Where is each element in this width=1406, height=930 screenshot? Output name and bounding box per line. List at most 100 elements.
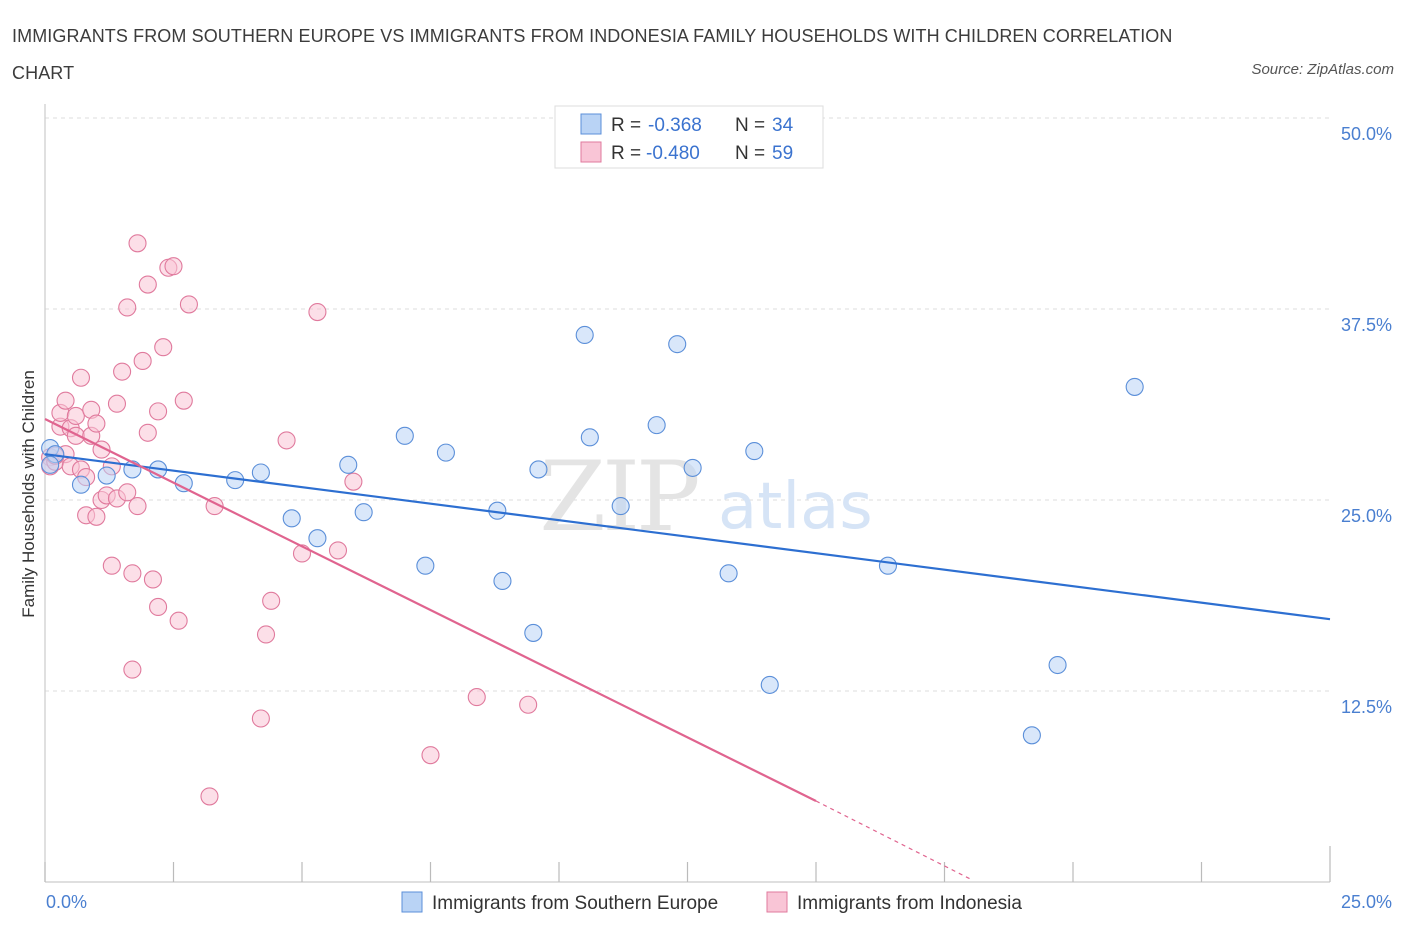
point-indonesia <box>174 391 193 410</box>
point-indonesia <box>66 426 85 445</box>
point-indonesia <box>56 391 75 410</box>
y-tick-label: 12.5% <box>1341 697 1392 717</box>
series-southern-europe-points <box>41 325 1144 745</box>
point-southern-europe <box>524 623 543 642</box>
point-indonesia <box>66 406 85 426</box>
point-indonesia <box>102 556 121 575</box>
point-southern-europe <box>647 416 666 435</box>
page-title: IMMIGRANTS FROM SOUTHERN EUROPE VS IMMIG… <box>12 26 1173 83</box>
point-southern-europe <box>71 475 91 494</box>
series-legend-swatch-pink <box>766 891 788 913</box>
point-indonesia <box>133 351 152 371</box>
point-indonesia <box>421 746 440 765</box>
series-legend-label-blue: Immigrants from Southern Europe <box>432 893 718 914</box>
point-southern-europe <box>174 474 193 493</box>
legend-r-label-blue: R = <box>611 115 641 136</box>
watermark: ZIP atlas <box>539 441 872 553</box>
point-southern-europe <box>339 455 358 474</box>
point-indonesia <box>179 295 198 314</box>
point-indonesia <box>87 414 106 433</box>
point-southern-europe <box>41 455 60 474</box>
point-indonesia <box>328 541 348 560</box>
point-southern-europe <box>611 497 630 516</box>
series-legend-swatch-blue <box>401 891 423 913</box>
y-tick-labels: 12.5% 25.0% 37.5% 50.0% <box>1341 124 1392 717</box>
point-indonesia <box>251 709 270 728</box>
series-legend: Immigrants from Southern Europe Immigran… <box>401 891 1022 914</box>
point-indonesia <box>71 368 91 387</box>
point-southern-europe <box>282 509 301 528</box>
point-indonesia <box>107 394 127 413</box>
point-indonesia <box>262 591 281 610</box>
legend-r-value-blue: -0.368 <box>648 115 702 136</box>
point-indonesia <box>200 787 219 806</box>
point-southern-europe <box>683 458 702 477</box>
point-southern-europe <box>745 442 764 461</box>
point-southern-europe <box>1125 377 1144 396</box>
point-southern-europe <box>251 463 270 482</box>
point-southern-europe <box>760 675 779 694</box>
point-indonesia <box>123 564 142 583</box>
point-indonesia <box>256 625 276 644</box>
point-indonesia <box>519 695 538 714</box>
point-indonesia <box>149 597 168 617</box>
point-indonesia <box>277 431 296 450</box>
point-indonesia <box>118 483 137 502</box>
legend-n-value-pink: 59 <box>772 143 793 164</box>
watermark-atlas: atlas <box>718 470 873 544</box>
point-indonesia <box>138 423 157 442</box>
point-southern-europe <box>1048 655 1067 675</box>
point-indonesia <box>128 234 147 253</box>
point-southern-europe <box>493 571 512 591</box>
correlation-legend: R = -0.368 N = 34 R = -0.480 N = 59 <box>554 105 824 169</box>
point-southern-europe <box>97 466 116 485</box>
legend-swatch-blue <box>580 113 602 135</box>
trendlines <box>44 418 1331 880</box>
point-indonesia <box>344 472 363 491</box>
point-southern-europe <box>1022 726 1041 745</box>
point-indonesia <box>169 611 188 630</box>
legend-r-value-pink: -0.480 <box>646 143 700 164</box>
point-indonesia <box>113 362 132 381</box>
point-southern-europe <box>580 428 599 447</box>
trendline-indonesia-extension <box>815 800 971 880</box>
x-tick-label: 25.0% <box>1341 892 1392 912</box>
point-southern-europe <box>308 529 327 548</box>
series-legend-label-pink: Immigrants from Indonesia <box>797 893 1022 914</box>
legend-n-label-blue: N = <box>735 115 765 136</box>
legend-swatch-pink <box>580 141 602 163</box>
trendline-southern-europe <box>44 453 1331 621</box>
point-indonesia <box>87 507 106 526</box>
point-southern-europe <box>575 325 594 345</box>
y-tick-label: 25.0% <box>1341 506 1392 526</box>
axes <box>44 104 1331 883</box>
point-indonesia <box>118 298 137 317</box>
trendline-indonesia <box>44 418 817 803</box>
point-southern-europe <box>719 564 738 583</box>
point-southern-europe <box>354 503 373 522</box>
point-indonesia <box>154 338 173 357</box>
gridlines <box>45 117 1330 692</box>
point-indonesia <box>308 303 327 322</box>
point-indonesia <box>138 275 157 294</box>
legend-r-label-pink: R = <box>611 143 641 164</box>
legend-n-label-pink: N = <box>735 143 765 164</box>
y-axis-title: Family Households with Children <box>19 370 38 618</box>
point-southern-europe <box>395 426 414 445</box>
point-southern-europe <box>436 443 455 462</box>
x-tick-labels: 0.0% 25.0% <box>46 892 1392 912</box>
x-tick-label: 0.0% <box>46 892 87 912</box>
point-southern-europe <box>668 335 687 354</box>
point-indonesia <box>149 402 168 421</box>
point-indonesia <box>467 688 486 707</box>
point-southern-europe <box>529 460 548 479</box>
y-tick-label: 37.5% <box>1341 315 1392 335</box>
y-tick-label: 50.0% <box>1341 124 1392 144</box>
point-indonesia <box>164 257 183 276</box>
point-indonesia <box>143 570 162 589</box>
legend-n-value-blue: 34 <box>772 115 794 136</box>
point-southern-europe <box>878 556 898 575</box>
point-indonesia <box>123 660 142 679</box>
watermark-zip: ZIP <box>539 441 698 553</box>
